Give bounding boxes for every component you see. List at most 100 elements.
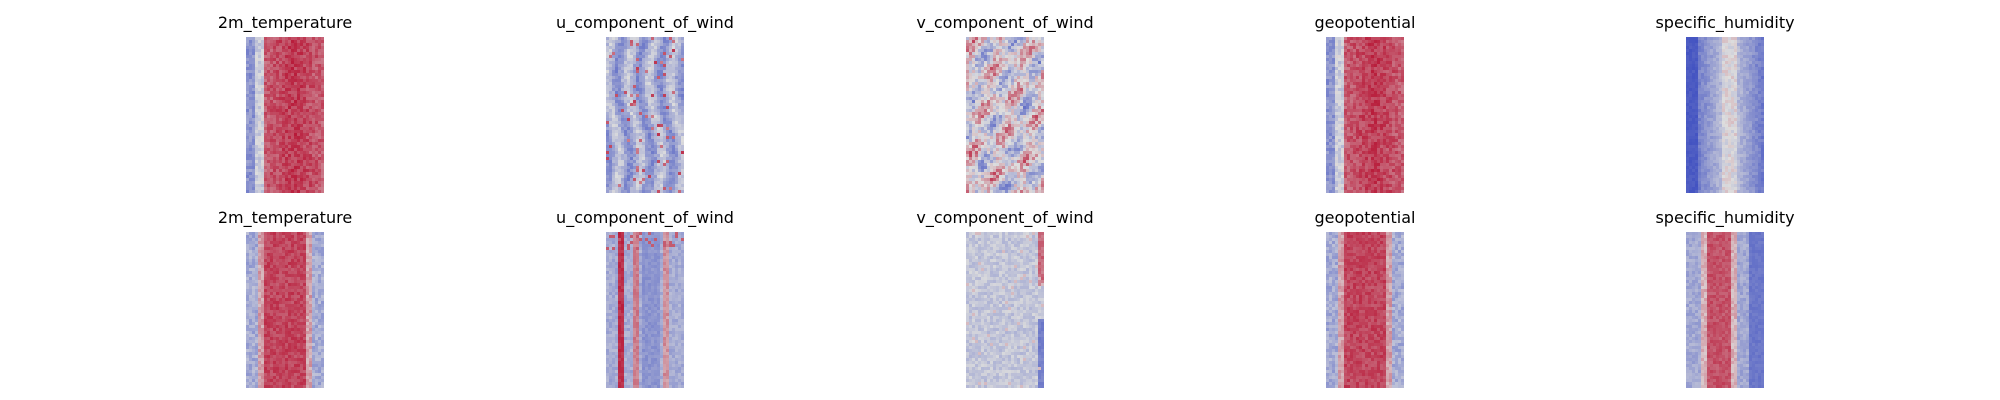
heatmap-cell [246,64,250,68]
heatmap-cell [297,73,301,77]
heatmap-cell [270,49,274,53]
heatmap-cell [1326,46,1330,50]
heatmap-cell [1374,130,1378,134]
heatmap-cell [681,157,684,161]
heatmap-cell [996,124,1000,128]
heatmap-cell [606,73,610,77]
heatmap-cell [261,181,265,185]
heatmap-cell [321,49,324,53]
heatmap-cell [642,151,646,155]
heatmap-cell [657,163,661,167]
heatmap-cell [249,178,253,182]
heatmap-cell [288,163,292,167]
heatmap-cell [288,85,292,89]
heatmap-cell [1386,82,1390,86]
heatmap-cell [255,82,259,86]
heatmap-cell [1356,142,1360,146]
heatmap-cell [636,190,640,193]
heatmap-cell [267,40,271,44]
heatmap-cell [606,94,610,98]
heatmap-cell [639,121,643,125]
heatmap-cell [669,43,673,47]
heatmap-cell [654,154,658,158]
heatmap-cell [267,133,271,137]
heatmap-cell [1014,70,1018,74]
heatmap-cell [261,58,265,62]
heatmap-cell [681,52,684,56]
heatmap-cell [1386,136,1390,140]
heatmap-cell [660,79,664,83]
heatmap-cell [1038,118,1042,122]
heatmap-cell [678,67,682,71]
heatmap-cell [645,178,649,182]
heatmap-cell [300,112,304,116]
heatmap-cell [660,139,664,143]
heatmap-cell [1017,115,1021,119]
heatmap-cell [678,61,682,65]
heatmap-cell [999,187,1003,191]
heatmap-cell [648,133,652,137]
heatmap-cell [996,91,1000,95]
heatmap-cell [633,187,637,191]
heatmap-cell [1020,145,1024,149]
heatmap-cell [669,139,673,143]
heatmap-cell [978,184,982,188]
heatmap-cell [993,106,997,110]
heatmap-cell [636,130,640,134]
heatmap-cell [606,148,610,152]
heatmap-cell [1035,79,1039,83]
heatmap-cell [306,55,310,59]
heatmap-cell [678,190,682,193]
heatmap-cell [1398,88,1402,92]
heatmap-cell [606,106,610,110]
heatmap-cell [1392,136,1396,140]
heatmap-cell [624,175,628,179]
heatmap-cell [318,142,322,146]
heatmap-cell [312,151,316,155]
heatmap-cell [615,97,619,101]
heatmap-cell [975,118,979,122]
heatmap-cell [1359,142,1363,146]
heatmap-cell [1371,55,1375,59]
heatmap-cell [1380,73,1384,77]
heatmap-cell [618,82,622,86]
heatmap-cell [312,49,316,53]
heatmap-cell [303,88,307,92]
heatmap-cell [648,61,652,65]
heatmap-cell [1041,181,1044,185]
heatmap-cell [663,130,667,134]
heatmap-cell [246,160,250,164]
heatmap-cell [279,40,283,44]
heatmap-cell [1020,163,1024,167]
heatmap-cell [987,58,991,62]
heatmap-cell [309,85,313,89]
heatmap-cell [1026,82,1030,86]
heatmap-cell [300,40,304,44]
heatmap-cell [648,121,652,125]
heatmap-cell [609,163,613,167]
heatmap-cell [993,109,997,113]
heatmap-cell [978,94,982,98]
heatmap-cell [252,97,256,101]
heatmap-cell [975,58,979,62]
heatmap-cell [309,70,313,74]
heatmap-cell [303,133,307,137]
heatmap-cell [645,118,649,122]
heatmap-cell [273,133,277,137]
heatmap-cell [261,37,265,41]
heatmap-cell [627,175,631,179]
heatmap-cell [660,85,664,89]
heatmap-cell [1026,148,1030,152]
heatmap-cell [1041,172,1044,176]
heatmap-cell [642,109,646,113]
heatmap-cell [627,121,631,125]
heatmap-cell [642,91,646,95]
heatmap-cell [612,184,616,188]
heatmap-cell [1392,37,1396,41]
heatmap-cell [978,130,982,134]
heatmap-cell [1383,139,1387,143]
heatmap-cell [303,70,307,74]
heatmap-cell [255,184,259,188]
heatmap-cell [966,136,970,140]
heatmap-cell [1020,49,1024,53]
